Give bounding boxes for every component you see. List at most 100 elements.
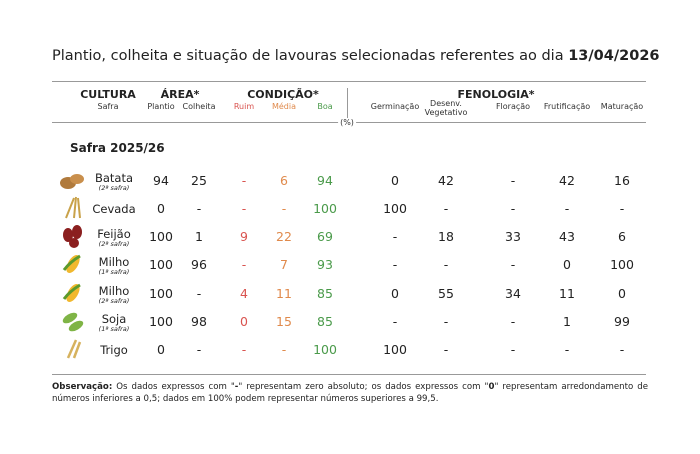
cell: - — [443, 257, 449, 272]
cell: 98 — [191, 314, 207, 329]
cell: 93 — [317, 257, 333, 272]
cell: 42 — [438, 173, 454, 188]
cell: 100 — [149, 286, 173, 301]
cell: - — [196, 286, 202, 301]
group-header: FENOLOGIA* — [457, 88, 535, 101]
title-text: Plantio, colheita e situação de lavouras… — [52, 48, 564, 64]
cell: - — [564, 201, 570, 216]
crop-season: (2ª safra) — [98, 184, 130, 192]
cell: 100 — [149, 229, 173, 244]
cell: - — [510, 201, 516, 216]
cell: - — [281, 201, 287, 216]
cell: 15 — [276, 314, 292, 329]
cell: - — [392, 314, 398, 329]
column-header: Floração — [495, 102, 531, 111]
group-header: ÁREA* — [160, 88, 200, 101]
cell: 1 — [563, 314, 571, 329]
cell: 43 — [559, 229, 575, 244]
cell: 100 — [149, 257, 173, 272]
cell: 100 — [313, 342, 337, 357]
cell: 100 — [383, 342, 407, 357]
cell: 0 — [240, 314, 248, 329]
crop-name: Trigo — [100, 343, 128, 357]
cell: 0 — [391, 286, 399, 301]
cell: - — [392, 229, 398, 244]
cell: - — [619, 342, 625, 357]
column-header: Desenv. Vegetativo — [424, 99, 468, 117]
cell: 0 — [157, 201, 165, 216]
corn-icon — [62, 283, 81, 303]
crop-season: (1ª safra) — [98, 325, 130, 333]
cell: 25 — [191, 173, 207, 188]
soy-icon — [62, 312, 84, 332]
cell: 4 — [240, 286, 248, 301]
cell: 42 — [559, 173, 575, 188]
bean-icon — [63, 225, 82, 248]
crop-name: Cevada — [92, 202, 136, 216]
cell: - — [392, 257, 398, 272]
column-header: Safra — [97, 102, 119, 111]
cell: 34 — [505, 286, 521, 301]
note-text: " representam arredondamento de números … — [52, 382, 648, 404]
cell: 100 — [610, 257, 634, 272]
column-header: Colheita — [182, 102, 216, 111]
cell: 7 — [280, 257, 288, 272]
cell: 69 — [317, 229, 333, 244]
note: Observação: Os dados expressos com "-" r… — [52, 381, 648, 405]
unit: (%) — [338, 118, 356, 127]
column-header: Ruim — [233, 102, 255, 111]
cell: 55 — [438, 286, 454, 301]
section-label: Safra 2025/26 — [70, 141, 165, 155]
barley-icon — [65, 196, 81, 219]
cell: 11 — [276, 286, 292, 301]
note-dash: - — [234, 382, 239, 392]
column-header: Frutificação — [543, 102, 591, 111]
crop-season: (2ª safra) — [98, 297, 130, 305]
cell: - — [241, 173, 247, 188]
title-date: 13/04/2026 — [568, 48, 660, 64]
cell: 0 — [618, 286, 626, 301]
crop-season: (1ª safra) — [98, 268, 130, 276]
cell: - — [241, 257, 247, 272]
cell: 11 — [559, 286, 575, 301]
separator — [347, 88, 348, 118]
cell: 99 — [614, 314, 630, 329]
cell: 6 — [618, 229, 626, 244]
cell: 100 — [383, 201, 407, 216]
cell: 22 — [276, 229, 292, 244]
potato-icon — [60, 174, 84, 189]
cell: - — [510, 173, 516, 188]
cell: 16 — [614, 173, 630, 188]
rule — [52, 81, 646, 82]
column-header: Plantio — [147, 102, 175, 111]
crop-name: Milho — [98, 255, 130, 269]
note-label: Observação: — [52, 382, 113, 392]
crop-season: (2ª safra) — [98, 240, 130, 248]
wheat-icon — [66, 339, 82, 359]
group-header: CONDIÇÃO* — [247, 88, 319, 101]
crop-name: Feijão — [97, 227, 131, 241]
cell: - — [196, 342, 202, 357]
cell: 0 — [157, 342, 165, 357]
group-header: CULTURA — [80, 88, 136, 101]
column-header: Boa — [317, 102, 333, 111]
cell: - — [443, 201, 449, 216]
cell: - — [241, 201, 247, 216]
cell: - — [510, 314, 516, 329]
cell: 100 — [313, 201, 337, 216]
title: Plantio, colheita e situação de lavouras… — [52, 48, 660, 64]
cell: - — [196, 201, 202, 216]
cell: 96 — [191, 257, 207, 272]
cell: 85 — [317, 286, 333, 301]
cell: - — [443, 314, 449, 329]
cell: 0 — [563, 257, 571, 272]
cell: 6 — [280, 173, 288, 188]
cell: 9 — [240, 229, 248, 244]
cell: - — [510, 342, 516, 357]
cell: - — [443, 342, 449, 357]
cell: - — [241, 342, 247, 357]
cell: 85 — [317, 314, 333, 329]
column-header: Germinação — [370, 102, 420, 111]
crop-name: Milho — [98, 284, 130, 298]
crop-name: Soja — [101, 312, 127, 326]
